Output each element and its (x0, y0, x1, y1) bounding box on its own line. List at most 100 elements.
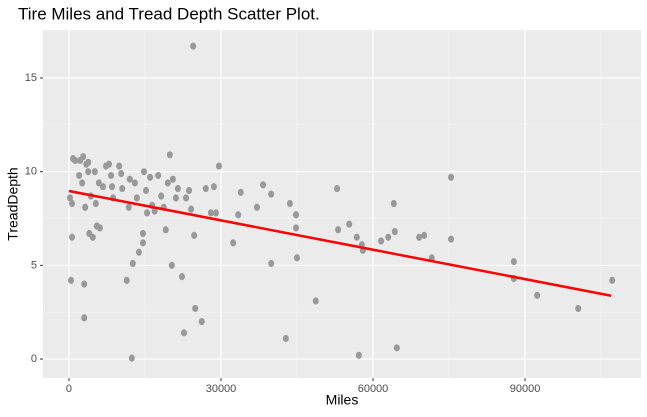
point (294, 254, 301, 262)
point (190, 42, 197, 50)
point (85, 168, 92, 176)
point (158, 192, 165, 200)
point (215, 162, 222, 170)
point (268, 190, 275, 198)
point (292, 224, 299, 232)
point (183, 194, 190, 202)
point (135, 248, 142, 256)
x-tick-label: 30000 (206, 383, 237, 395)
point (192, 304, 199, 313)
point (76, 171, 83, 180)
point (188, 205, 195, 213)
point (292, 211, 299, 219)
point (510, 258, 517, 266)
point (286, 199, 293, 208)
point (334, 184, 341, 193)
point (181, 329, 188, 337)
point (166, 151, 173, 159)
point (125, 203, 132, 211)
point (282, 334, 289, 343)
chart-title: Tire Miles and Tread Depth Scatter Plot. (18, 4, 320, 23)
point (168, 261, 175, 269)
point (139, 239, 146, 247)
point (118, 169, 125, 178)
point (116, 162, 123, 170)
point (207, 209, 214, 217)
point (144, 209, 151, 217)
point (253, 203, 260, 211)
y-tick-label: 10 (25, 166, 37, 178)
y-tick-label: 15 (25, 72, 37, 84)
point (174, 184, 181, 193)
point (162, 226, 169, 234)
point (416, 233, 423, 241)
point (210, 183, 217, 191)
point (119, 184, 126, 193)
x-tick-label: 0 (66, 383, 72, 395)
point (67, 194, 74, 202)
point (69, 199, 76, 208)
point (68, 276, 75, 284)
point (178, 273, 185, 281)
point (81, 314, 88, 322)
point (95, 179, 102, 187)
point (99, 183, 106, 191)
point (212, 209, 219, 217)
x-tick-label: 90000 (510, 383, 541, 395)
point (609, 276, 616, 284)
point (82, 203, 89, 211)
point (128, 354, 135, 362)
point (89, 233, 96, 241)
point (143, 186, 150, 195)
point (346, 220, 353, 228)
point (133, 194, 140, 202)
point (421, 231, 428, 239)
point (260, 181, 267, 189)
point (140, 168, 147, 176)
point (80, 153, 87, 161)
point (123, 276, 130, 284)
point (108, 171, 115, 180)
point (169, 175, 176, 183)
point (448, 235, 455, 243)
point (353, 233, 360, 241)
point (237, 188, 244, 196)
point (147, 173, 154, 181)
point (126, 175, 133, 183)
point (312, 297, 319, 305)
point (335, 226, 342, 234)
point (96, 224, 103, 232)
point (385, 233, 392, 241)
point (534, 291, 541, 299)
y-tick-label: 0 (31, 353, 37, 365)
point (268, 259, 275, 268)
x-axis-title: Miles (326, 392, 359, 408)
point (390, 199, 397, 208)
point (129, 259, 136, 268)
point (92, 199, 99, 208)
point (81, 280, 88, 288)
x-tick-label: 60000 (358, 383, 389, 395)
point (230, 239, 237, 247)
y-tick-label: 5 (31, 259, 37, 271)
point (575, 304, 582, 313)
fit-line (68, 189, 612, 297)
point (69, 233, 76, 241)
point (131, 179, 138, 187)
point (164, 179, 171, 187)
point (202, 184, 209, 193)
point (85, 158, 92, 166)
y-axis-title: TreadDepth (5, 167, 21, 240)
point (393, 344, 400, 352)
point (139, 229, 146, 238)
point (235, 211, 242, 219)
point (109, 183, 116, 191)
point (106, 160, 113, 168)
point (72, 156, 79, 165)
point (172, 194, 179, 202)
point (391, 228, 398, 236)
point (79, 179, 86, 187)
point (378, 237, 385, 245)
